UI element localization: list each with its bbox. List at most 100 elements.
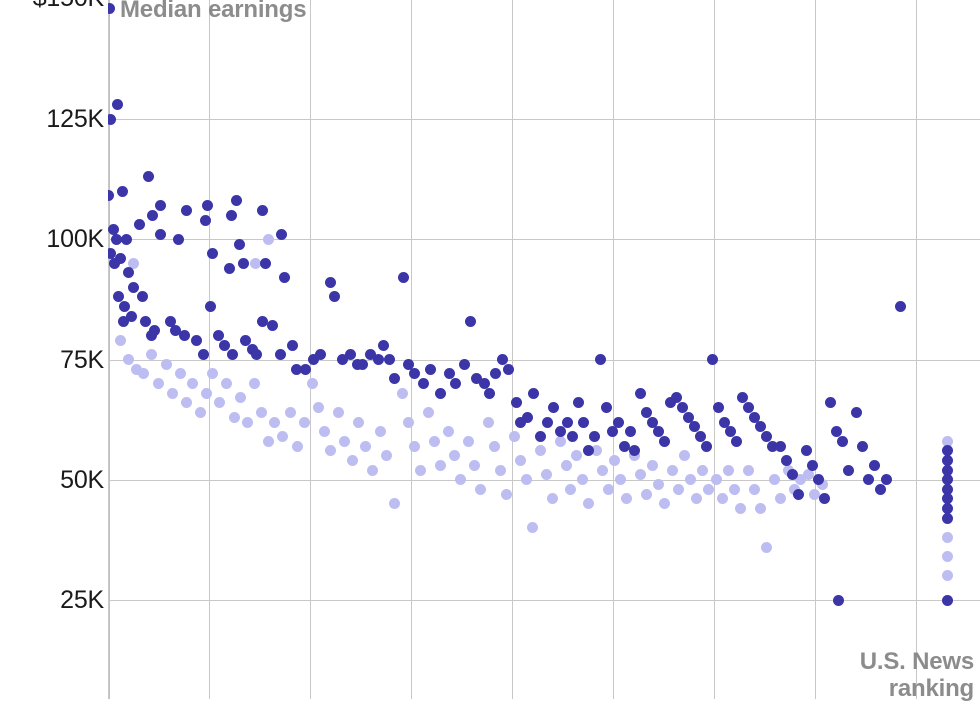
data-point: [290, 363, 302, 375]
data-point: [108, 224, 119, 236]
data-point: [133, 219, 145, 231]
data-point: [742, 464, 754, 476]
gridline-horizontal-2: [108, 360, 980, 361]
data-point: [554, 435, 566, 447]
y-tick-label-1: 125K: [46, 105, 104, 133]
gridline-vertical-6: [714, 0, 715, 699]
plot-area: [108, 0, 980, 699]
data-point: [734, 503, 746, 515]
data-point: [800, 445, 812, 457]
y-tick-label-0: $150K: [8, 0, 104, 11]
data-point: [228, 411, 240, 423]
data-point: [670, 392, 682, 404]
data-point: [577, 416, 589, 428]
data-point: [748, 411, 760, 423]
data-point: [941, 445, 953, 457]
data-point: [125, 310, 137, 322]
gridline-vertical-7: [815, 0, 816, 699]
data-point: [397, 272, 409, 284]
data-point: [230, 195, 242, 207]
data-point: [527, 387, 539, 399]
y-tick-label-2: 100K: [46, 225, 104, 253]
y-tick-label-4: 50K: [60, 466, 104, 494]
data-point: [359, 440, 371, 452]
data-point: [500, 488, 512, 500]
data-point: [830, 426, 842, 438]
data-point: [808, 488, 820, 500]
data-point: [234, 392, 246, 404]
gridline-vertical-1: [209, 0, 210, 699]
data-point: [608, 455, 620, 466]
data-point: [190, 334, 202, 346]
data-point: [588, 430, 600, 442]
data-point: [204, 301, 216, 313]
gridline-horizontal-4: [108, 600, 980, 601]
data-point: [728, 483, 740, 495]
data-point: [561, 416, 573, 428]
x-axis-title-line2: ranking: [888, 675, 974, 703]
data-point: [736, 392, 748, 404]
data-point: [618, 440, 630, 452]
data-point: [114, 252, 126, 264]
data-point: [111, 99, 123, 111]
gridline-horizontal-0: [108, 119, 980, 120]
data-point: [514, 455, 526, 466]
data-point: [590, 445, 602, 457]
data-point: [291, 440, 303, 452]
data-point: [700, 440, 712, 452]
data-point: [541, 416, 553, 428]
data-point: [197, 349, 209, 361]
data-point: [788, 483, 800, 495]
data-point: [508, 430, 520, 442]
data-point: [718, 416, 730, 428]
data-point: [249, 257, 261, 269]
data-point: [941, 570, 953, 582]
data-point: [694, 430, 706, 442]
data-point: [448, 450, 460, 462]
gridline-vertical-8: [916, 0, 917, 699]
data-point: [600, 402, 612, 414]
data-point: [786, 469, 798, 481]
data-point: [424, 363, 436, 375]
data-point: [850, 406, 862, 418]
data-point: [428, 435, 440, 447]
data-point: [774, 440, 786, 452]
data-point: [139, 315, 151, 327]
data-point: [652, 426, 664, 438]
data-point: [634, 387, 646, 399]
data-point: [760, 541, 772, 553]
data-point: [868, 459, 880, 471]
data-point: [380, 450, 392, 462]
data-point: [748, 483, 760, 495]
data-point: [774, 493, 786, 505]
data-point: [678, 450, 690, 462]
gridline-vertical-4: [512, 0, 513, 699]
data-point: [108, 257, 120, 269]
data-point: [169, 325, 181, 337]
data-point: [628, 450, 640, 462]
data-point: [312, 402, 324, 414]
data-point: [780, 455, 792, 466]
data-point: [818, 493, 830, 505]
data-point: [218, 339, 230, 351]
data-point: [338, 435, 350, 447]
data-point: [256, 204, 268, 216]
data-point: [145, 329, 157, 341]
data-point: [422, 406, 434, 418]
data-point: [201, 200, 213, 212]
data-point: [646, 459, 658, 471]
data-point: [702, 483, 714, 495]
data-point: [514, 416, 526, 428]
data-point: [284, 406, 296, 418]
data-point: [564, 483, 576, 495]
data-point: [782, 464, 794, 476]
data-point: [248, 378, 260, 390]
data-point: [117, 315, 129, 327]
data-point: [223, 262, 235, 274]
data-point: [154, 200, 166, 212]
data-point: [582, 445, 594, 457]
data-point: [344, 349, 356, 361]
data-point: [640, 488, 652, 500]
gridline-vertical-3: [411, 0, 412, 699]
data-point: [180, 204, 192, 216]
